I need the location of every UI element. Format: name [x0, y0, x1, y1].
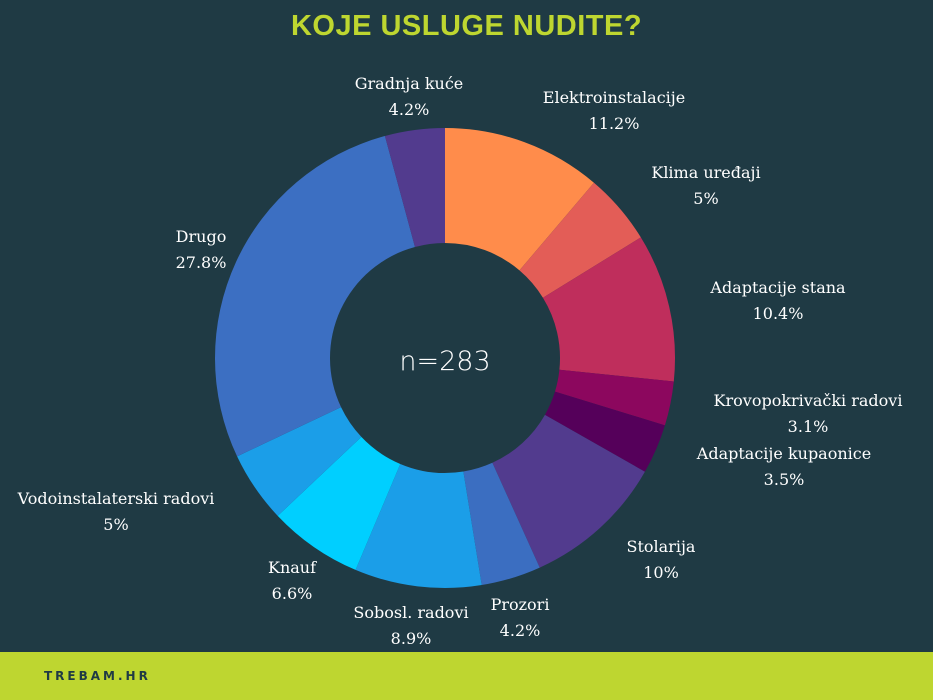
slice-label-vodoinstalaterski-radovi: Vodoinstalaterski radovi — [17, 489, 215, 508]
chart-title: KOJE USLUGE NUDITE? — [290, 10, 643, 42]
slice-labels: Elektroinstalacije 11.2% Klima uređaji 5% Ad… — [17, 74, 903, 648]
slice-krovopokrivacki-radovi — [554, 369, 674, 426]
slice-vodoinstalaterski-radovi — [237, 407, 362, 516]
slice-label-adaptacije-kupaonice: Adaptacije kupaonice — [696, 444, 871, 463]
donut-slices — [215, 128, 675, 588]
slice-value-knauf: 6.6% — [272, 584, 313, 603]
footer-bar: TREBAM.HR — [0, 652, 933, 700]
slice-value-stolarija: 10% — [643, 563, 679, 582]
donut-chart: Elektroinstalacije 11.2% Klima uređaji 5% Ad… — [17, 74, 903, 648]
slice-label-gradnja-kuce: Gradnja kuće — [355, 74, 464, 93]
slice-value-adaptacije-kupaonice: 3.5% — [764, 470, 805, 489]
slice-knauf — [277, 436, 401, 570]
slice-value-adaptacije-stana: 10.4% — [753, 304, 804, 323]
slice-label-adaptacije-stana: Adaptacije stana — [709, 278, 846, 297]
slice-value-klima-uredaji: 5% — [693, 189, 718, 208]
slice-adaptacije-kupaonice — [544, 391, 665, 472]
slice-label-stolarija: Stolarija — [627, 537, 696, 556]
slice-value-prozori: 4.2% — [500, 621, 541, 640]
slice-value-krovopokrivacki-radovi: 3.1% — [788, 417, 829, 436]
slice-drugo — [215, 135, 415, 457]
slice-label-prozori: Prozori — [491, 595, 550, 614]
slice-gradnja-kuce — [384, 128, 445, 247]
center-label: n=283 — [399, 346, 490, 377]
slice-label-knauf: Knauf — [268, 558, 317, 577]
slice-prozori — [463, 462, 540, 586]
slice-sobosl-radovi — [355, 463, 482, 588]
slice-label-krovopokrivacki-radovi: Krovopokrivački radovi — [714, 391, 903, 410]
slice-elektroinstalacije — [445, 128, 594, 271]
slice-adaptacije-stana — [542, 237, 675, 382]
slice-value-gradnja-kuce: 4.2% — [389, 100, 430, 119]
slice-value-vodoinstalaterski-radovi: 5% — [103, 515, 128, 534]
slice-value-sobosl-radovi: 8.9% — [391, 629, 432, 648]
slice-stolarija — [492, 414, 645, 568]
slice-label-klima-uredaji: Klima uređaji — [651, 163, 760, 182]
slice-klima-uredaji — [519, 182, 641, 298]
footer-brand: TREBAM.HR — [44, 669, 151, 683]
slice-label-drugo: Drugo — [176, 227, 227, 246]
slice-value-drugo: 27.8% — [176, 253, 227, 272]
slice-value-elektroinstalacije: 11.2% — [589, 114, 640, 133]
slice-label-sobosl-radovi: Sobosl. radovi — [353, 603, 468, 622]
slice-label-elektroinstalacije: Elektroinstalacije — [543, 88, 685, 107]
